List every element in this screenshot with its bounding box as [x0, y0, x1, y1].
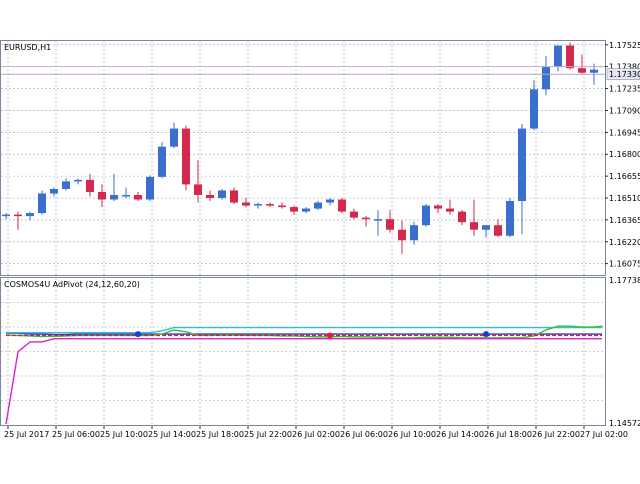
price-axis-label: 1.16220 [609, 238, 640, 247]
price-axis-label: 1.16655 [609, 172, 640, 181]
candle-body [530, 89, 538, 129]
price-pane-frame [0, 40, 606, 276]
candle-body [86, 179, 94, 192]
candle-body [518, 128, 526, 202]
candle-body [482, 225, 490, 230]
candle-body [506, 201, 514, 236]
candle-body [434, 205, 442, 209]
time-axis-label: 25 Jul 22:00 [244, 430, 292, 439]
indicator-pane-grid [1, 278, 605, 425]
candle-body [230, 190, 238, 203]
time-axis-label: 25 Jul 18:00 [196, 430, 244, 439]
price-axis-label: 1.16365 [609, 216, 640, 225]
indicator-line [5, 338, 602, 425]
current-price-tag: 1.17330 [606, 68, 640, 80]
candle-body [410, 225, 418, 241]
current-price-label: 1.17330 [609, 70, 640, 79]
price-axis-label: 1.17235 [609, 85, 640, 94]
indicator-line [6, 326, 602, 334]
candle-body [590, 69, 598, 73]
time-axis-label: 26 Jul 18:00 [484, 430, 532, 439]
price-axis-label: 1.16945 [609, 128, 640, 137]
candle-body [350, 211, 358, 218]
price-axis: 1.17525 1.17380 1.17235 1.17090 1.16945 1.168… [605, 41, 640, 269]
time-axis-label: 26 Jul 10:00 [388, 430, 436, 439]
candle-body [386, 219, 394, 230]
time-axis-label: 25 Jul 06:00 [52, 430, 100, 439]
indicator-axis-top-label: 1.17738 [609, 276, 640, 285]
candle-body [182, 128, 190, 185]
candle-body [26, 213, 34, 217]
time-axis-label: 27 Jul 02:00 [580, 430, 628, 439]
indicator-signal-dot [483, 331, 489, 338]
candle-body [458, 211, 466, 223]
indicator-series [5, 325, 603, 425]
candle-body [62, 181, 70, 189]
indicator-title: COSMOS4U AdPivot (24,12,60,20) [4, 280, 140, 289]
candle-body [422, 205, 430, 226]
price-axis-label: 1.17090 [609, 106, 640, 115]
candle-body [278, 205, 286, 208]
indicator-axis-bottom-label: 1.14572 [609, 419, 640, 428]
indicator-signal-dot [327, 332, 333, 339]
time-axis-label: 26 Jul 06:00 [340, 430, 388, 439]
candle-body [470, 222, 478, 230]
time-axis-label: 25 Jul 10:00 [100, 430, 148, 439]
symbol-title: EURUSD,H1 [4, 43, 51, 52]
price-axis-label: 1.16800 [609, 150, 640, 159]
candle-body [98, 191, 106, 200]
candle-body [494, 225, 502, 236]
candle-body [14, 214, 22, 217]
time-axis-label: 25 Jul 14:00 [148, 430, 196, 439]
candle-body [134, 194, 142, 200]
indicator-line [6, 332, 602, 336]
candle-body [374, 219, 382, 221]
candle-body [302, 208, 310, 212]
candle-body [326, 199, 334, 203]
candle-body [566, 45, 574, 69]
candle-body [110, 194, 118, 200]
price-axis-label: 1.16075 [609, 260, 640, 269]
time-axis-label: 26 Jul 22:00 [532, 430, 580, 439]
candle-body [158, 146, 166, 177]
candle-body [254, 204, 262, 206]
price-axis-label: 1.17525 [609, 41, 640, 50]
candlestick-series [2, 42, 598, 254]
candle-body [170, 128, 178, 147]
price-axis-label: 1.17380 [609, 63, 640, 72]
candle-body [398, 229, 406, 241]
time-axis-label: 26 Jul 02:00 [292, 430, 340, 439]
indicator-signal-dot [135, 331, 141, 338]
candle-body [146, 176, 154, 200]
candle-body [242, 202, 250, 206]
time-axis: 25 Jul 2017 25 Jul 06:00 25 Jul 10:00 25 Ju… [4, 426, 628, 439]
candle-body [554, 45, 562, 67]
price-axis-label: 1.16510 [609, 194, 640, 203]
candle-body [578, 68, 586, 73]
candle-body [314, 202, 322, 209]
candle-body [74, 179, 82, 182]
current-price-tag-bg [606, 68, 640, 80]
candle-body [338, 199, 346, 212]
candle-body [542, 66, 550, 90]
candle-body [122, 194, 130, 197]
candle-body [194, 184, 202, 195]
time-axis-label: 26 Jul 14:00 [436, 430, 484, 439]
candle-body [206, 194, 214, 199]
candle-body [290, 207, 298, 212]
candle-body [362, 217, 370, 220]
candle-body [50, 188, 58, 194]
candle-body [2, 214, 10, 217]
candle-body [446, 208, 454, 212]
time-axis-label: 25 Jul 2017 [4, 430, 49, 439]
candle-body [266, 204, 274, 206]
candle-body [218, 190, 226, 199]
candle-body [38, 193, 46, 214]
